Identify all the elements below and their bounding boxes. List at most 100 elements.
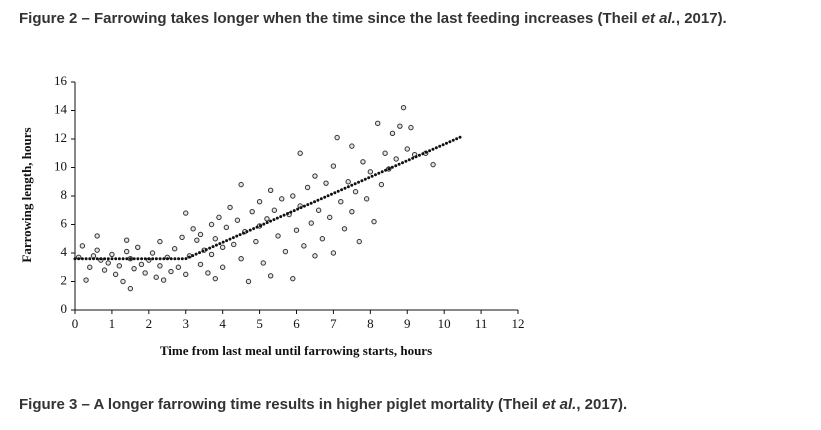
y-tick-label: 14 [54,101,68,116]
point [330,163,337,169]
y-tick-label: 0 [61,301,68,316]
point [304,184,311,191]
point [219,244,226,251]
point [175,264,182,270]
y-tick-label: 2 [61,272,68,287]
point [253,238,259,245]
x-axis-label: Time from last meal until farrowing star… [160,343,432,358]
point [160,277,167,283]
point [312,253,318,259]
point [116,263,123,269]
point [345,179,351,185]
point [194,237,200,243]
point [208,251,215,258]
point [238,181,244,188]
point [183,271,189,278]
point [371,218,377,225]
point [382,150,388,156]
x-tick-label: 7 [330,316,337,331]
y-axis-label: Farrowing length, hours [19,127,34,262]
x-tick-label: 2 [146,316,153,331]
point [327,214,333,221]
chart: Farrowing length, hours Time from last m… [19,73,525,358]
point [205,270,211,276]
point [197,231,204,238]
point [105,260,111,266]
point [190,226,196,232]
point [334,134,340,141]
point [109,251,115,258]
point [352,189,359,195]
point [408,124,414,131]
point [330,250,337,256]
point [123,248,130,255]
point [149,250,156,256]
point [363,196,370,202]
point [157,238,163,245]
point [315,207,322,213]
point [123,237,130,243]
point [404,146,410,152]
point [223,224,230,231]
caption-text: et al. [542,396,577,413]
point [131,265,137,272]
caption-text: Figure 3 – A longer farrowing time resul… [19,396,543,413]
point [389,130,396,137]
point [83,277,89,283]
point [360,159,366,165]
point [349,208,355,215]
x-tick-label: 3 [183,316,190,331]
point [282,248,289,255]
point [208,221,215,228]
point [290,275,296,282]
y-tick-label: 10 [54,158,67,173]
x-tick-label: 11 [475,316,488,331]
point [297,150,303,156]
point [197,261,204,268]
point [212,236,218,242]
point [430,161,436,168]
y-tick-label: 6 [61,215,68,230]
x-tick-label: 5 [256,316,263,331]
point [94,247,100,253]
point [157,263,163,269]
caption-text: Figure 2 – Farrowing takes longer when t… [19,10,642,27]
point [179,234,185,241]
point [249,208,255,215]
point [238,256,244,262]
point [171,246,178,252]
point [135,244,141,251]
point [120,278,126,285]
point [168,268,174,275]
point [256,199,263,205]
x-tick-label: 10 [438,316,451,331]
caption-text: , 2017). [675,10,727,27]
point [279,196,285,202]
point [271,207,278,213]
x-tick-label: 0 [72,316,79,331]
point [338,199,344,205]
figure-caption: Figure 3 – A longer farrowing time resul… [19,394,627,415]
point [234,217,241,223]
point [349,143,355,149]
point [400,104,407,111]
point [319,236,326,242]
point [267,187,274,194]
point [264,216,270,222]
point [397,123,403,129]
point [275,233,281,239]
point [153,274,159,280]
y-tick-label: 16 [54,73,68,88]
point [87,264,93,270]
point [231,241,237,248]
point [219,264,226,270]
y-tick-label: 12 [54,130,67,145]
point [183,210,189,216]
point [127,285,134,292]
point [393,156,399,162]
figure-caption: Figure 2 – Farrowing takes longer when t… [19,8,809,29]
x-tick-label: 6 [293,316,300,331]
point [301,243,307,249]
point [138,261,145,268]
